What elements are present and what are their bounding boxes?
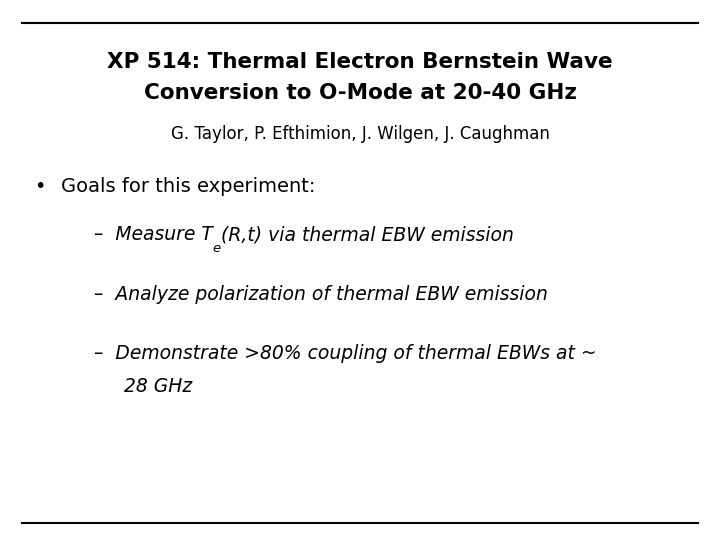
- Text: 28 GHz: 28 GHz: [124, 376, 192, 396]
- Text: –  Demonstrate >80% coupling of thermal EBWs at ~: – Demonstrate >80% coupling of thermal E…: [94, 344, 596, 363]
- Text: G. Taylor, P. Efthimion, J. Wilgen, J. Caughman: G. Taylor, P. Efthimion, J. Wilgen, J. C…: [171, 125, 549, 143]
- Text: –  Measure T: – Measure T: [94, 225, 212, 244]
- Text: Goals for this experiment:: Goals for this experiment:: [61, 177, 315, 196]
- Text: –  Analyze polarization of thermal EBW emission: – Analyze polarization of thermal EBW em…: [94, 285, 547, 304]
- Text: (R,t) via thermal EBW emission: (R,t) via thermal EBW emission: [220, 225, 513, 244]
- Text: •: •: [34, 177, 45, 196]
- Text: e: e: [212, 242, 220, 255]
- Text: Conversion to O-Mode at 20-40 GHz: Conversion to O-Mode at 20-40 GHz: [143, 83, 577, 103]
- Text: XP 514: Thermal Electron Bernstein Wave: XP 514: Thermal Electron Bernstein Wave: [107, 52, 613, 72]
